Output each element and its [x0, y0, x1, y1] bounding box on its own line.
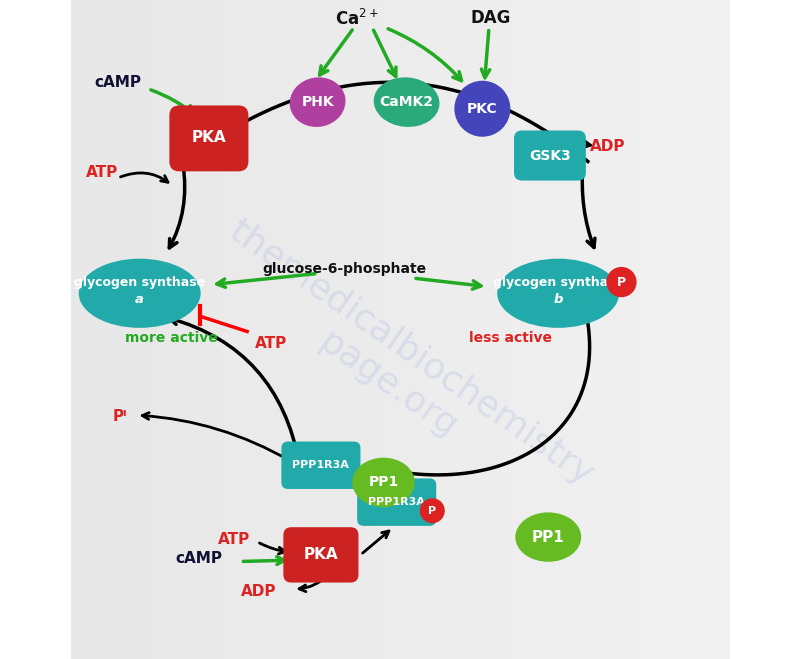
Text: PPP1R3A: PPP1R3A [368, 497, 425, 507]
Bar [268, 0, 290, 659]
FancyArrowPatch shape [416, 278, 481, 289]
Bar [202, 0, 224, 659]
Bar [664, 0, 686, 659]
Ellipse shape [352, 457, 415, 507]
Text: Pᴵ: Pᴵ [113, 409, 127, 424]
Bar [488, 0, 510, 659]
Text: ATP: ATP [218, 532, 250, 546]
FancyArrowPatch shape [385, 468, 396, 475]
Text: glucose-6-phosphate: glucose-6-phosphate [262, 262, 426, 276]
Text: DAG: DAG [470, 9, 511, 28]
Ellipse shape [454, 80, 510, 137]
Bar [136, 0, 158, 659]
Bar [246, 0, 268, 659]
FancyArrowPatch shape [142, 413, 291, 461]
FancyArrowPatch shape [374, 30, 396, 76]
Bar [158, 0, 180, 659]
Bar [334, 0, 356, 659]
FancyBboxPatch shape [170, 105, 249, 171]
Bar [466, 0, 488, 659]
Text: ADP: ADP [590, 139, 626, 154]
Text: ATP: ATP [255, 337, 288, 351]
Bar [224, 0, 246, 659]
FancyArrowPatch shape [243, 557, 285, 564]
Bar [510, 0, 532, 659]
FancyArrowPatch shape [151, 90, 194, 114]
Bar [93, 0, 114, 659]
Bar [422, 0, 444, 659]
Text: GSK3: GSK3 [530, 148, 571, 163]
FancyArrowPatch shape [362, 531, 389, 553]
FancyArrowPatch shape [482, 30, 490, 78]
FancyBboxPatch shape [282, 442, 361, 489]
Bar [686, 0, 707, 659]
Circle shape [606, 267, 637, 297]
Text: a: a [135, 293, 144, 306]
Bar [598, 0, 620, 659]
Bar [400, 0, 422, 659]
Bar [114, 0, 136, 659]
FancyArrowPatch shape [299, 575, 328, 592]
Bar [356, 0, 378, 659]
Bar [180, 0, 202, 659]
Text: CaMK2: CaMK2 [379, 95, 434, 109]
Bar [532, 0, 554, 659]
Bar [444, 0, 466, 659]
Bar [312, 0, 334, 659]
FancyBboxPatch shape [514, 130, 586, 181]
Text: more active: more active [125, 331, 218, 345]
Text: PHK: PHK [302, 95, 334, 109]
Bar [642, 0, 664, 659]
FancyArrowPatch shape [121, 173, 168, 183]
Ellipse shape [290, 77, 346, 127]
Text: themedicalbiochemistry
page.org: themedicalbiochemistry page.org [201, 214, 599, 524]
FancyArrowPatch shape [582, 164, 595, 248]
Text: PKA: PKA [191, 130, 226, 144]
FancyArrowPatch shape [259, 543, 286, 554]
FancyBboxPatch shape [357, 478, 436, 526]
Text: Ca$^{2+}$: Ca$^{2+}$ [335, 9, 379, 28]
Bar [378, 0, 400, 659]
Bar [707, 0, 730, 659]
FancyArrowPatch shape [169, 316, 299, 464]
Text: PP1: PP1 [532, 530, 565, 544]
FancyArrowPatch shape [319, 30, 352, 75]
Text: PKA: PKA [304, 548, 338, 562]
Text: ATP: ATP [86, 165, 118, 180]
Bar [576, 0, 598, 659]
Text: P: P [428, 505, 436, 516]
FancyBboxPatch shape [283, 527, 358, 583]
Ellipse shape [78, 259, 201, 328]
Text: glycogen synthase: glycogen synthase [493, 275, 624, 289]
Bar [620, 0, 642, 659]
Bar [290, 0, 312, 659]
Text: ADP: ADP [241, 585, 276, 599]
Circle shape [420, 498, 445, 523]
Ellipse shape [374, 77, 439, 127]
Text: PKC: PKC [467, 101, 498, 116]
Text: glycogen synthase: glycogen synthase [74, 275, 206, 289]
Bar [70, 0, 93, 659]
Text: cAMP: cAMP [94, 75, 142, 90]
FancyArrowPatch shape [388, 29, 462, 80]
Text: less active: less active [470, 331, 552, 345]
Text: P: P [617, 275, 626, 289]
Text: PP1: PP1 [368, 475, 398, 490]
FancyArrowPatch shape [170, 164, 185, 248]
Text: b: b [554, 293, 563, 306]
FancyArrowPatch shape [217, 273, 315, 287]
FancyArrowPatch shape [565, 141, 590, 158]
Bar [554, 0, 576, 659]
Text: PPP1R3A: PPP1R3A [293, 460, 350, 471]
Text: cAMP: cAMP [175, 552, 222, 566]
Ellipse shape [498, 259, 619, 328]
Ellipse shape [515, 513, 582, 561]
